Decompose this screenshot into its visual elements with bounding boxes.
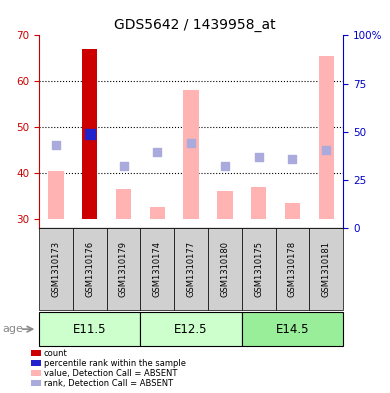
Bar <box>251 187 266 219</box>
Bar <box>82 49 97 219</box>
Bar <box>106 228 140 310</box>
Bar <box>140 312 242 346</box>
Text: E14.5: E14.5 <box>276 323 309 336</box>
Text: value, Detection Call = ABSENT: value, Detection Call = ABSENT <box>44 369 177 378</box>
Bar <box>242 228 276 310</box>
Text: GDS5642 / 1439958_at: GDS5642 / 1439958_at <box>114 18 276 32</box>
Bar <box>39 228 73 310</box>
Bar <box>39 312 140 346</box>
Bar <box>73 228 106 310</box>
Bar <box>242 312 343 346</box>
Point <box>255 154 262 160</box>
Bar <box>217 191 232 219</box>
Point <box>222 163 228 169</box>
Text: E11.5: E11.5 <box>73 323 106 336</box>
Text: GSM1310179: GSM1310179 <box>119 241 128 297</box>
Bar <box>309 228 343 310</box>
Text: GSM1310178: GSM1310178 <box>288 241 297 297</box>
Point <box>53 142 59 149</box>
Bar <box>48 171 64 219</box>
Bar <box>174 228 208 310</box>
Point <box>154 149 160 155</box>
Point <box>188 140 194 146</box>
Text: GSM1310180: GSM1310180 <box>220 241 229 297</box>
Text: GSM1310177: GSM1310177 <box>186 241 196 297</box>
Bar <box>285 203 300 219</box>
Bar <box>116 189 131 219</box>
Text: count: count <box>44 349 67 358</box>
Bar <box>208 228 242 310</box>
Text: GSM1310176: GSM1310176 <box>85 241 94 297</box>
Text: GSM1310174: GSM1310174 <box>153 241 162 297</box>
Text: GSM1310181: GSM1310181 <box>322 241 331 297</box>
Text: age: age <box>2 324 23 334</box>
Point <box>323 147 330 153</box>
Text: E12.5: E12.5 <box>174 323 208 336</box>
Bar <box>319 56 334 219</box>
Text: GSM1310173: GSM1310173 <box>51 241 60 297</box>
Point <box>87 131 93 137</box>
Point <box>121 163 127 169</box>
Text: percentile rank within the sample: percentile rank within the sample <box>44 359 186 368</box>
Bar <box>140 228 174 310</box>
Point <box>289 156 296 162</box>
Bar <box>183 90 199 219</box>
Bar <box>150 208 165 219</box>
Text: GSM1310175: GSM1310175 <box>254 241 263 297</box>
Text: rank, Detection Call = ABSENT: rank, Detection Call = ABSENT <box>44 379 173 387</box>
Bar <box>276 228 309 310</box>
